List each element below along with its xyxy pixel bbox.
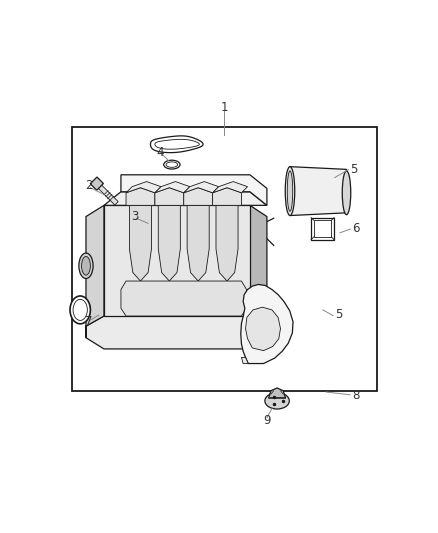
Text: 5: 5 [350, 163, 357, 175]
Polygon shape [121, 175, 267, 205]
Polygon shape [126, 188, 155, 205]
Polygon shape [93, 180, 118, 205]
Polygon shape [290, 167, 346, 215]
Polygon shape [90, 177, 103, 190]
Polygon shape [241, 285, 293, 364]
Polygon shape [155, 182, 190, 193]
Text: 7: 7 [85, 316, 92, 328]
Text: 5: 5 [335, 309, 342, 321]
Polygon shape [212, 188, 241, 205]
Polygon shape [104, 192, 267, 205]
Polygon shape [268, 388, 286, 398]
Ellipse shape [79, 253, 93, 279]
Bar [72, 127, 377, 391]
Polygon shape [155, 188, 184, 205]
Polygon shape [187, 205, 209, 281]
Polygon shape [184, 188, 212, 205]
Text: 3: 3 [131, 210, 138, 223]
Polygon shape [121, 281, 247, 316]
Polygon shape [86, 316, 267, 349]
Text: 9: 9 [263, 414, 271, 427]
Text: 1: 1 [221, 101, 228, 115]
Ellipse shape [73, 300, 87, 320]
Ellipse shape [287, 171, 293, 211]
Polygon shape [184, 182, 219, 193]
Polygon shape [86, 205, 104, 338]
Polygon shape [311, 217, 334, 240]
Ellipse shape [70, 296, 90, 324]
Polygon shape [216, 205, 238, 281]
Polygon shape [130, 205, 152, 281]
Polygon shape [104, 205, 250, 316]
Text: 8: 8 [352, 389, 359, 402]
Ellipse shape [285, 167, 295, 215]
Text: 2: 2 [85, 180, 92, 192]
Polygon shape [314, 220, 332, 237]
Polygon shape [155, 139, 199, 149]
Polygon shape [151, 136, 203, 152]
Polygon shape [126, 182, 161, 193]
Text: 6: 6 [352, 222, 359, 235]
Polygon shape [212, 182, 247, 193]
Polygon shape [250, 205, 267, 338]
Ellipse shape [81, 256, 90, 275]
Ellipse shape [164, 160, 180, 169]
Polygon shape [246, 307, 280, 351]
Polygon shape [241, 358, 248, 364]
Ellipse shape [166, 162, 178, 167]
Text: 4: 4 [156, 146, 164, 158]
Ellipse shape [342, 171, 351, 215]
Polygon shape [158, 205, 180, 281]
Ellipse shape [265, 393, 290, 409]
